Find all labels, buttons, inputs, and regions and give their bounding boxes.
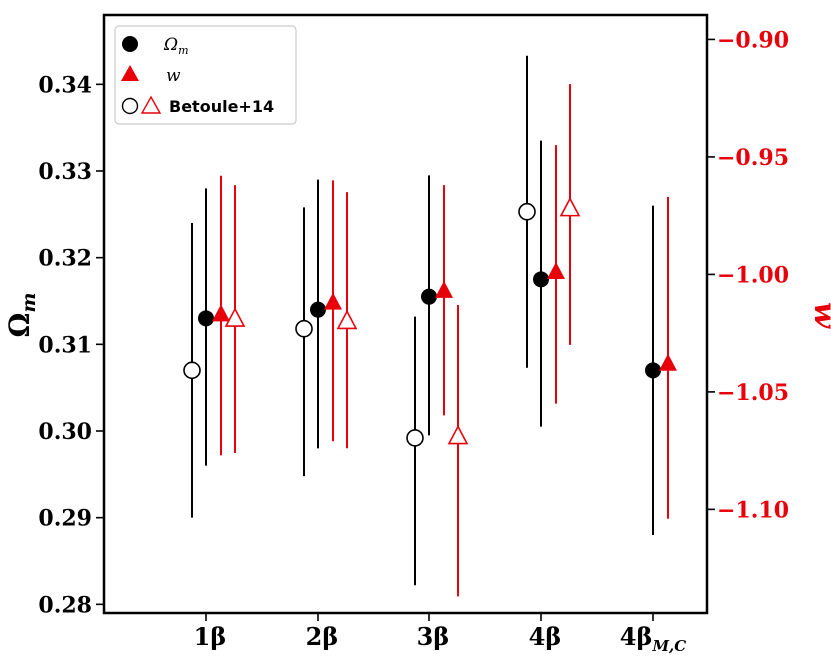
data-point-open-triangle [336,309,358,330]
x-axis-tick-label: 4βM,C [620,622,686,655]
left-axis-tick-label: 0.30 [38,419,92,445]
data-point-filled-circle [533,271,549,288]
right-axis-tick-label: −1.05 [717,380,789,406]
x-axis-tick-label: 3β [417,622,450,651]
data-point-open-circle [518,202,536,221]
x-axis-tick-label: 4β [529,622,562,651]
x-axis-tick-label: 2β [306,622,339,651]
left-axis-tick-label: 0.29 [38,506,92,532]
data-point-filled-circle [645,362,661,379]
left-axis-ticks: 0.28 0.29 0.30 0.31 0.32 0.33 0.34 [38,72,104,618]
data-point-open-circle [406,429,424,447]
left-axis-tick-label: 0.28 [38,592,92,618]
legend-filled-circle-marker [122,36,138,52]
data-point-open-circle [295,319,313,338]
data-point-open-circle [183,361,201,380]
legend-entry-omega-m: Ωm [163,35,189,57]
legend-entry-omega-m-subscript: m [178,44,188,57]
data-point-filled-triangle [547,262,565,280]
x-axis-ticks: 1β 2β 3β 4β 4βM,C [194,613,686,655]
right-axis-tick-label: −1.10 [717,497,789,523]
left-axis-tick-label: 0.31 [38,332,92,358]
left-axis-tick-label: 0.34 [38,72,92,98]
data-point-open-triangle [559,196,581,217]
data-point-filled-circle [198,310,214,327]
left-axis-label-subscript: m [18,292,40,312]
legend-box [114,25,297,125]
legend-entry-w: w [166,66,181,86]
data-point-filled-triangle [435,280,453,298]
left-axis-label: Ωm [3,292,40,337]
left-axis-label-main: Ω [3,313,36,338]
legend-filled-triangle-marker [121,65,139,81]
data-point-filled-circle [421,288,437,305]
data-point-filled-circle [310,301,326,318]
series-layer [183,55,677,597]
right-axis-label: w [807,302,831,329]
left-axis-tick-label: 0.33 [38,159,92,185]
right-axis-label-text: w [807,302,831,329]
data-point-open-triangle [447,424,469,445]
right-axis-tick-label: −1.00 [717,262,789,288]
x-axis-tick-label: 1β [194,622,227,651]
data-point-filled-triangle [212,304,230,322]
legend-entry-betoule: Betoule+14 [169,97,274,116]
data-point-filled-triangle [659,353,677,371]
right-axis-tick-label: −0.95 [717,145,789,171]
left-axis-tick-label: 0.32 [38,246,92,272]
data-point-open-triangle [224,307,246,327]
legend-entry-omega-m-main: Ω [163,35,178,55]
legend-open-circle-marker [121,97,139,115]
data-point-filled-triangle [324,292,342,310]
svg-text:Ωm: Ωm [3,292,40,337]
right-axis-tick-label: −0.90 [717,27,789,53]
right-axis-ticks: −0.90 −0.95 −1.00 −1.05 −1.10 [707,27,789,523]
legend: Ωm w Betoule+14 [114,25,297,125]
plot-frame [102,13,709,615]
legend-open-triangle-marker [140,95,162,114]
